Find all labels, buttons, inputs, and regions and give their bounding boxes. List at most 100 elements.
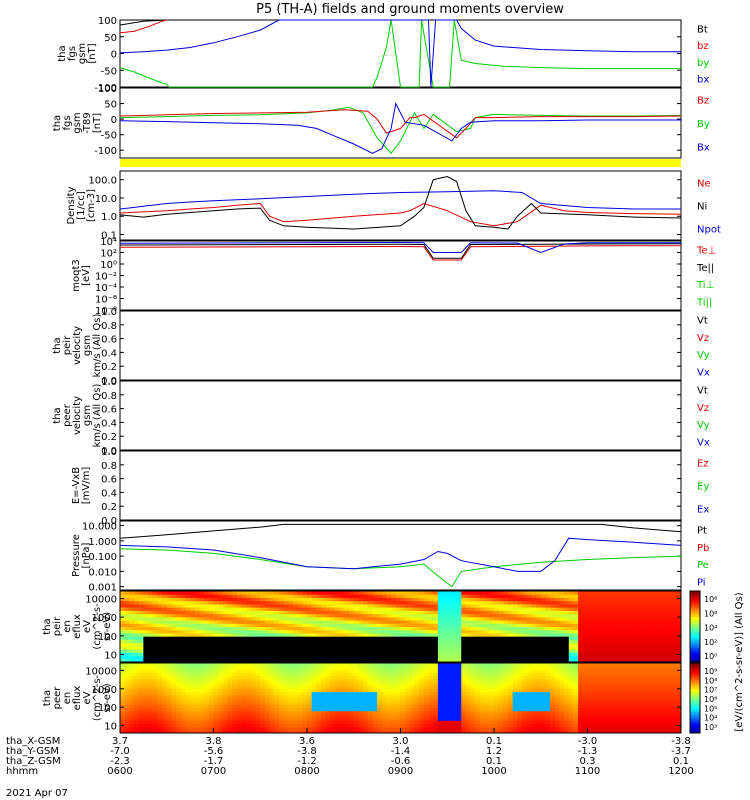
heatmap-cell [536,603,542,608]
heatmap-cell [648,626,654,631]
heatmap-cell [391,707,397,712]
heatmap-cell [437,607,444,611]
heatmap-cell [540,710,546,715]
heatmap-cell [180,720,186,724]
heatmap-cell [498,707,504,712]
heatmap-cell [433,694,439,699]
heatmap-cell [559,616,565,621]
heatmap-cell [479,729,486,734]
y-tick-label: 0.6 [101,475,117,486]
heatmap-cell [447,723,453,728]
heatmap-cell [349,720,355,724]
heatmap-cell [475,717,481,721]
heatmap-cell [451,642,458,647]
heatmap-cell [194,717,200,721]
heatmap-cell [297,720,303,724]
heatmap-cell [568,594,574,598]
heatmap-cell [596,658,603,663]
heatmap-cell [218,723,224,728]
heatmap-cell [465,652,472,657]
heatmap-cell [292,717,299,721]
heatmap-cell [545,594,551,598]
heatmap-cell [610,632,617,637]
heatmap-cell [274,613,280,618]
heatmap-cell [578,645,584,650]
heatmap-cell [512,729,518,734]
heatmap-cell [456,698,462,702]
heatmap-cell [386,652,392,657]
heatmap-cell [545,642,551,647]
heatmap-cell [330,663,336,667]
heatmap-cell [138,701,144,705]
heatmap-cell [433,597,439,602]
heatmap-cell [232,645,238,650]
heatmap-cell [180,669,186,674]
heatmap-cell [386,610,392,615]
heatmap-cell [288,616,294,621]
heatmap-cell [367,707,373,712]
heatmap-cell [180,603,186,608]
heatmap-cell [218,616,224,621]
heatmap-cell [400,663,406,667]
heatmap-cell [325,688,331,693]
heatmap-cell [531,726,537,731]
heatmap-cell [395,685,401,689]
heatmap-cell [629,623,635,627]
heatmap-cell [339,723,345,728]
heatmap-cell [386,649,392,653]
heatmap-cell [489,713,495,718]
heatmap-cell [526,645,532,650]
heatmap-cell [540,639,546,644]
heatmap-cell [634,623,640,627]
heatmap-cell [171,639,177,644]
heatmap-cell [484,600,490,605]
heatmap-cell [433,682,439,686]
heatmap-cell [269,720,275,724]
heatmap-cell [508,610,514,615]
heatmap-cell [297,704,303,709]
heatmap-cell [587,649,593,653]
heatmap-cell [465,658,472,663]
heatmap-cell [475,642,481,647]
heatmap-cell [199,678,205,683]
heatmap-cell [349,594,355,598]
heatmap-cell [498,610,504,615]
heatmap-cell [550,629,556,634]
heatmap-cell [554,594,560,598]
heatmap-cell [494,726,500,731]
heatmap-cell [255,591,261,595]
heatmap-cell [134,658,140,663]
heatmap-cell [241,649,247,653]
heatmap-cell [307,642,313,647]
heatmap-cell [349,623,355,627]
heatmap-cell [428,642,434,647]
heatmap-cell [227,613,233,618]
heatmap-cell [264,729,271,734]
heatmap-cell [176,672,182,677]
heatmap-cell [461,591,467,595]
heatmap-cell [517,675,523,680]
heatmap-cell [344,678,350,683]
heatmap-cell [157,591,163,595]
heatmap-cell [311,655,317,660]
heatmap-cell [176,655,182,660]
heatmap-cell [367,672,373,677]
heatmap-cell [409,632,416,637]
heatmap-cell [204,607,210,611]
heatmap-cell [204,726,210,731]
heatmap-cell [596,616,603,621]
heatmap-cell [456,658,462,663]
series-pressure-2 [119,537,682,572]
heatmap-cell [596,632,603,637]
heatmap-cell [554,691,560,696]
heatmap-cell [615,645,621,650]
heatmap-cell [190,729,196,734]
heatmap-cell [400,713,406,718]
heatmap-cell [241,666,247,670]
heatmap-cell [134,694,140,699]
heatmap-cell [381,707,387,712]
heatmap-cell [218,678,224,683]
heatmap-cell [358,620,364,624]
heatmap-cell [517,707,523,712]
